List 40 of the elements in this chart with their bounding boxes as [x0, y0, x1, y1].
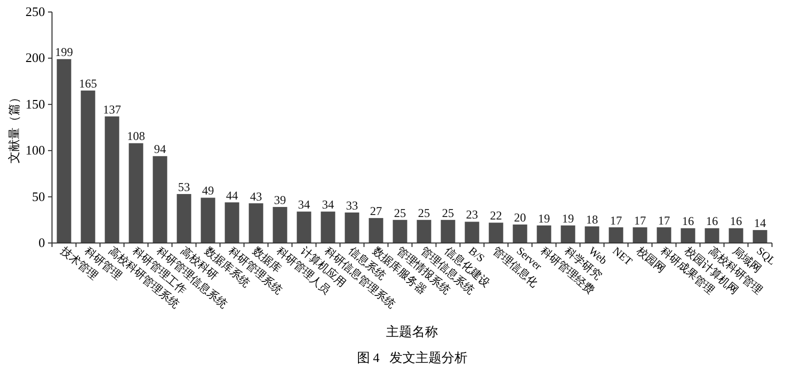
data-label: 16 [706, 214, 718, 228]
data-label: 16 [730, 214, 742, 228]
data-label: 44 [226, 188, 238, 202]
x-axis-title: 主题名称 [386, 324, 438, 339]
y-tick-label: 0 [38, 235, 45, 250]
caption: 图 4 发文主题分析 [356, 350, 468, 365]
data-label: 19 [538, 211, 550, 226]
data-label: 39 [274, 192, 286, 207]
x-tick-label: NET [610, 245, 634, 268]
y-tick-label: 150 [26, 96, 45, 112]
data-label: 22 [490, 208, 502, 223]
data-label: 165 [79, 76, 97, 91]
y-tick-label: 100 [26, 142, 45, 158]
data-label: 34 [322, 198, 334, 212]
y-axis-title: 文献量（篇） [7, 92, 21, 164]
data-label: 53 [178, 180, 190, 194]
data-label: 137 [103, 102, 121, 116]
y-tick-label: 50 [32, 188, 45, 204]
data-label: 16 [682, 214, 694, 228]
data-label: 27 [370, 204, 382, 218]
data-label: 19 [562, 211, 574, 226]
data-label: 34 [298, 198, 310, 212]
data-label: 23 [466, 208, 478, 222]
data-label: 199 [55, 45, 73, 60]
data-label: 18 [586, 212, 598, 226]
data-label: 33 [346, 198, 358, 213]
data-label: 43 [250, 189, 262, 204]
data-label: 25 [442, 206, 454, 220]
y-tick-label: 250 [26, 4, 45, 19]
data-label: 17 [610, 213, 622, 228]
data-label: 25 [394, 206, 406, 220]
y-tick-label: 200 [26, 50, 45, 66]
data-label: 49 [202, 184, 214, 198]
data-label: 14 [754, 216, 766, 230]
data-label: 20 [514, 210, 526, 225]
data-label: 25 [418, 206, 430, 220]
data-label: 17 [658, 213, 670, 228]
data-label: 17 [634, 213, 646, 228]
data-label: 108 [127, 129, 145, 144]
data-label: 94 [154, 142, 166, 156]
